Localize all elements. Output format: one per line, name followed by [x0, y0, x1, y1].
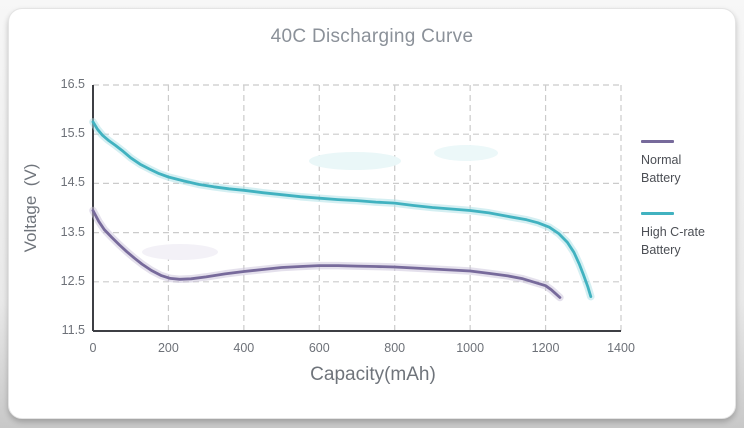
y-tick-label: 15.5 [60, 126, 85, 141]
y-tick-label: 11.5 [61, 323, 85, 337]
chart-title: 40C Discharging Curve [270, 26, 474, 47]
x-tick-label: 400 [233, 341, 255, 355]
series-halo-high-c-rate-battery [89, 118, 595, 301]
x-tick-label: 800 [384, 341, 406, 355]
x-tick-label: 1400 [607, 341, 635, 355]
x-tick-label: 600 [308, 341, 330, 355]
x-tick-label: 0 [89, 341, 97, 355]
series-line-normal-battery [91, 209, 562, 299]
y-tick-label: 16.5 [60, 77, 85, 91]
x-tick-label: 1200 [531, 341, 560, 355]
watercolor-smudge [309, 152, 401, 170]
x-axis-title: Capacity(mAh) [310, 364, 436, 385]
watercolor-smudge [434, 145, 498, 161]
legend-label: High C-rate Battery [641, 225, 705, 257]
legend-swatch [641, 212, 674, 215]
watercolor-smudge [142, 244, 218, 260]
y-tick-label: 12.5 [60, 273, 85, 288]
legend-item: High C-rate Battery [641, 212, 715, 259]
legend-swatch [641, 140, 674, 143]
x-tick-label: 200 [157, 341, 179, 355]
legend-item: Normal Battery [641, 140, 715, 187]
y-tick-label: 14.5 [60, 175, 85, 190]
legend: Normal Battery High C-rate Battery [641, 140, 715, 284]
chart-card [8, 8, 736, 419]
series-line-high-c-rate-battery [91, 120, 593, 299]
x-tick-label: 1000 [456, 341, 485, 355]
y-tick-label: 13.5 [60, 224, 85, 239]
legend-label: Normal Battery [641, 153, 682, 185]
